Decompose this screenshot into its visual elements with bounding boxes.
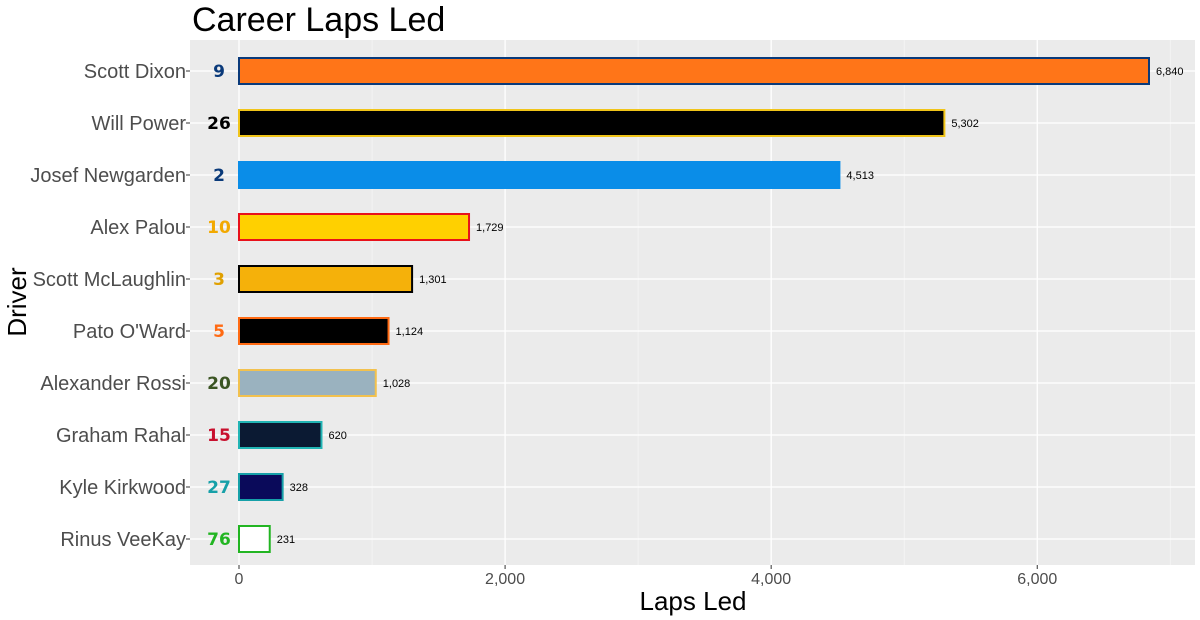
x-tick-label: 6,000	[1017, 571, 1057, 588]
bars	[238, 57, 1150, 553]
bar	[238, 57, 1150, 85]
chart-title: Career Laps Led	[192, 1, 445, 39]
x-tick-label: 0	[235, 571, 244, 588]
car-number: 2	[213, 166, 225, 186]
bar	[238, 473, 284, 501]
x-axis-title: Laps Led	[640, 586, 747, 616]
bar	[238, 525, 271, 553]
category-label: Kyle Kirkwood	[59, 477, 186, 499]
car-numbers: 9 26 2 10 3 5 20 15 27 76	[207, 62, 231, 550]
value-label: 1,028	[383, 378, 411, 390]
x-tick-label: 2,000	[485, 571, 525, 588]
category-label: Alex Palou	[90, 217, 186, 239]
category-label: Scott McLaughlin	[33, 269, 186, 291]
value-label: 1,124	[396, 326, 424, 338]
value-label: 620	[328, 430, 346, 442]
category-label: Scott Dixon	[84, 61, 186, 83]
category-label: Graham Rahal	[56, 425, 186, 447]
value-label: 4,513	[846, 170, 874, 182]
category-label: Will Power	[92, 113, 187, 135]
bar	[238, 265, 414, 293]
car-number: 3	[213, 270, 225, 290]
car-number: 9	[213, 62, 225, 82]
bar	[238, 369, 377, 397]
y-axis: Scott Dixon Will Power Josef Newgarden Alex…	[30, 61, 190, 551]
category-label: Alexander Rossi	[40, 373, 186, 395]
car-number: 26	[207, 114, 231, 134]
bar	[238, 109, 946, 137]
value-label: 328	[290, 482, 308, 494]
bar	[238, 213, 471, 241]
x-axis: 0 2,000 4,000 6,000	[235, 565, 1057, 588]
category-label: Pato O'Ward	[73, 321, 186, 343]
bar	[238, 421, 323, 449]
x-tick-label: 4,000	[751, 571, 791, 588]
car-number: 15	[207, 426, 231, 446]
car-number: 27	[207, 478, 231, 498]
y-axis-title: Driver	[2, 267, 32, 337]
bar	[238, 161, 841, 189]
value-label: 5,302	[951, 118, 979, 130]
value-label: 6,840	[1156, 66, 1184, 78]
value-label: 1,729	[476, 222, 504, 234]
car-number: 76	[207, 530, 231, 550]
category-label: Rinus VeeKay	[60, 529, 186, 551]
value-label: 1,301	[419, 274, 447, 286]
car-number: 20	[207, 374, 231, 394]
value-labels: 6,840 5,302 4,513 1,729 1,301 1,124 1,028 620 32…	[277, 66, 1184, 546]
bar	[238, 317, 390, 345]
car-number: 10	[207, 218, 231, 238]
value-label: 231	[277, 534, 295, 546]
car-number: 5	[213, 322, 225, 342]
category-label: Josef Newgarden	[30, 165, 186, 187]
